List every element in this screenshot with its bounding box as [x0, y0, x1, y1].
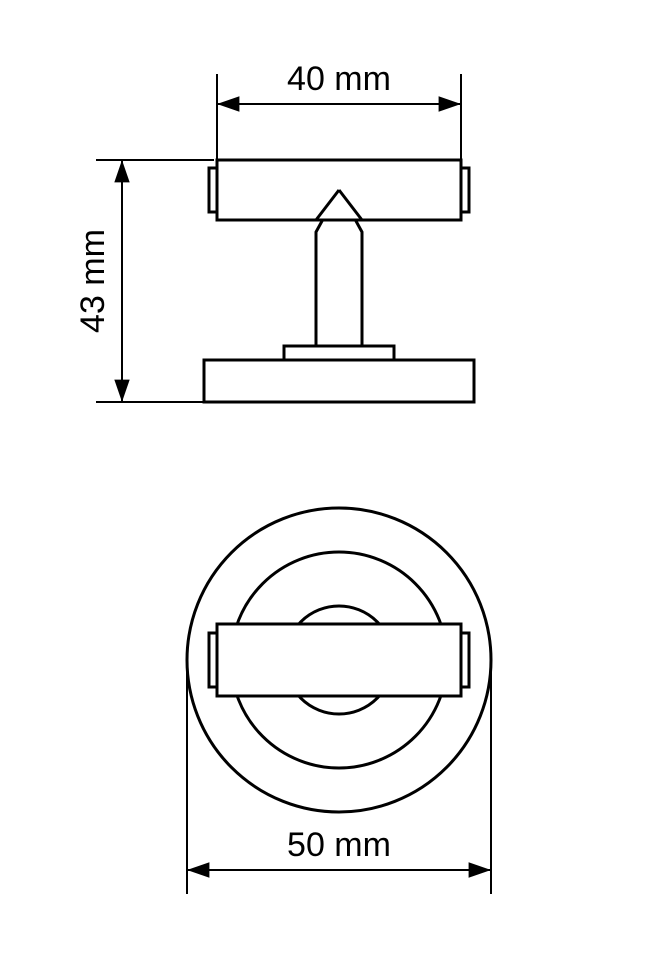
top-view-bar: [217, 624, 461, 696]
top-view-cap-left: [209, 633, 217, 687]
technical-drawing: 40 mm 43 mm 50 mm: [0, 0, 671, 956]
side-view-cap-right: [461, 168, 469, 212]
top-view-cap-right: [461, 633, 469, 687]
dimension-40mm-label: 40 mm: [287, 60, 391, 98]
side-view-collar: [284, 346, 394, 360]
side-view-cap-left: [209, 168, 217, 212]
side-view-base: [204, 360, 474, 402]
dimension-50mm-label: 50 mm: [287, 826, 391, 864]
dimension-43mm-label: 43 mm: [74, 229, 112, 333]
